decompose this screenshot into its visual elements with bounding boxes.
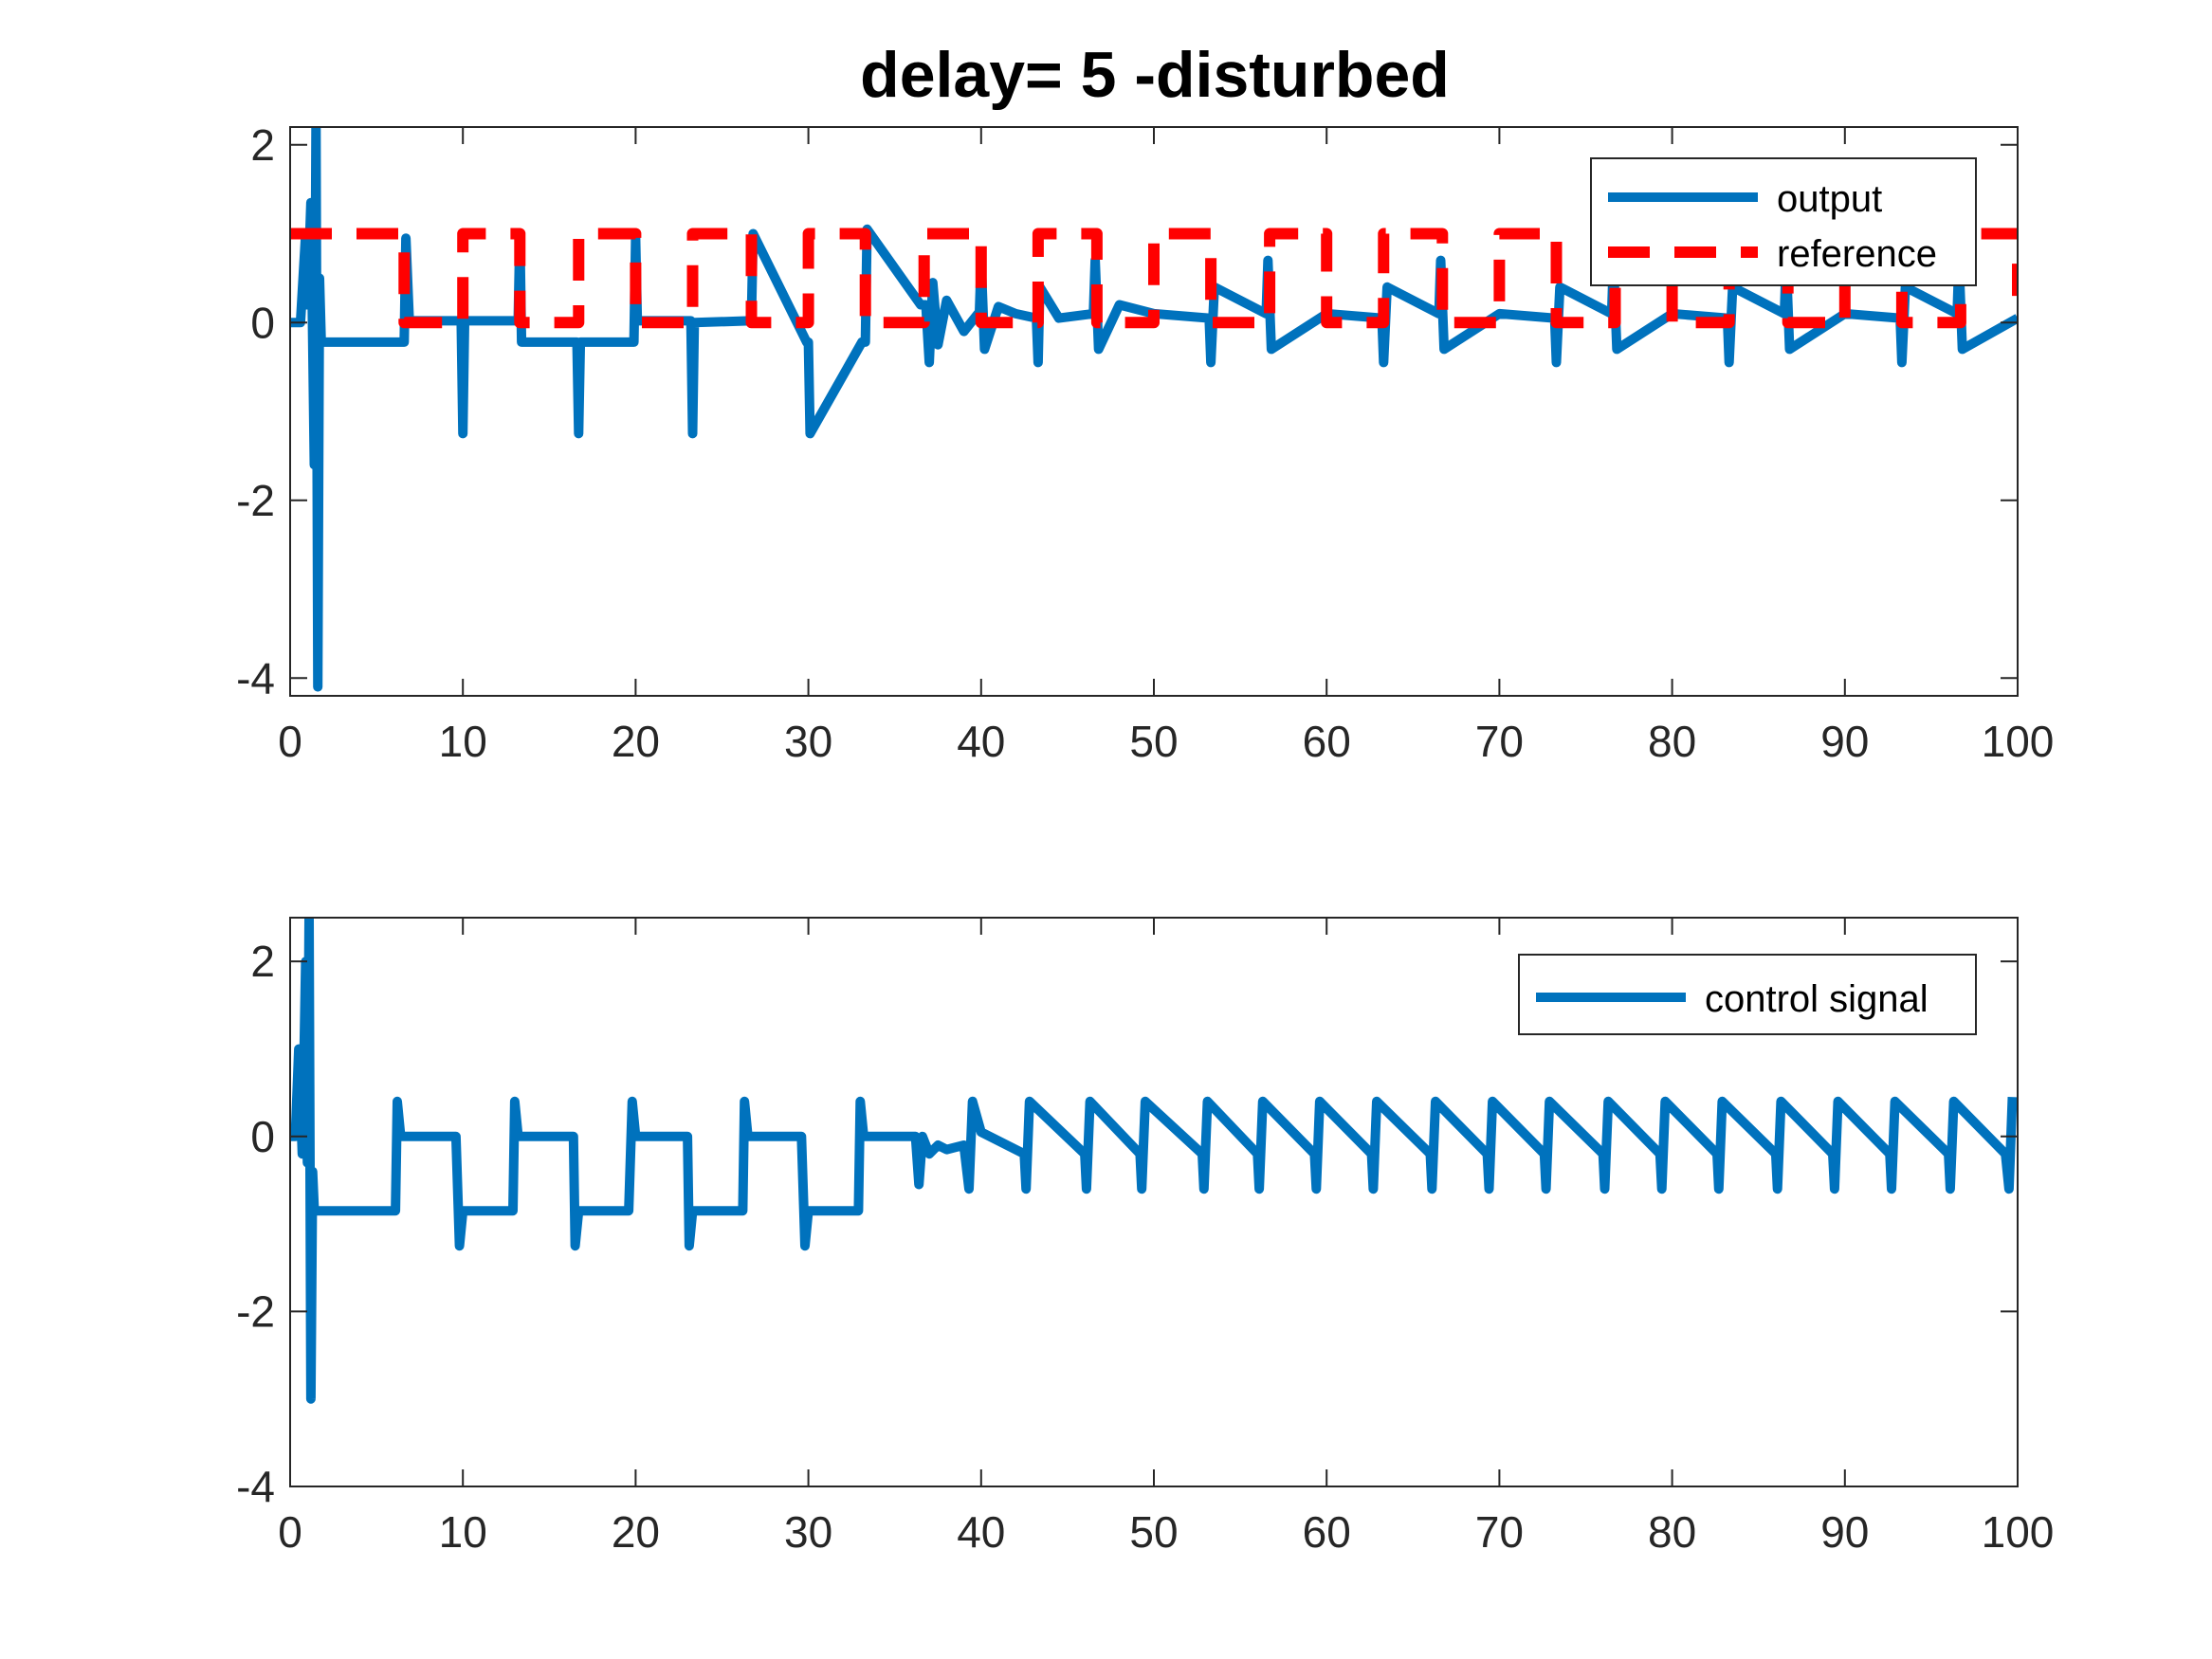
legend-box bbox=[1590, 157, 1977, 286]
x-tick-label: 30 bbox=[784, 1507, 832, 1557]
x-tick-label: 70 bbox=[1475, 717, 1524, 766]
x-tick-label: 20 bbox=[612, 717, 660, 766]
x-tick-label: 80 bbox=[1648, 717, 1696, 766]
legend-label: reference bbox=[1777, 233, 1937, 275]
y-tick-label: 2 bbox=[250, 120, 275, 170]
series-group bbox=[290, 918, 2018, 1404]
y-tick-label: 0 bbox=[250, 1112, 275, 1161]
legend-label: output bbox=[1777, 178, 1882, 220]
x-tick-label: 50 bbox=[1129, 1507, 1178, 1557]
series-line-control-signal bbox=[290, 918, 2018, 1404]
y-tick-label: -4 bbox=[236, 1462, 275, 1511]
x-tick-label: 90 bbox=[1820, 717, 1869, 766]
x-tick-label: 20 bbox=[612, 1507, 660, 1557]
legend: control signal bbox=[1518, 954, 1977, 1035]
x-tick-label: 90 bbox=[1820, 1507, 1869, 1557]
x-tick-label: 30 bbox=[784, 717, 832, 766]
x-tick-label: 100 bbox=[1982, 717, 2055, 766]
y-tick-label: -2 bbox=[236, 1286, 275, 1336]
x-tick-label: 0 bbox=[278, 1507, 302, 1557]
control-signal-plot: 0 10 20 30 40 50 60 70 80 90 100 -4 -2 0 2 control sign… bbox=[236, 917, 2055, 1557]
y-tick-label: -2 bbox=[236, 476, 275, 525]
output-plot: 0 10 20 30 40 50 60 70 80 90 100 -4 -2 0 2 output refere… bbox=[236, 120, 2054, 766]
x-tick-label: 10 bbox=[439, 717, 487, 766]
y-tick-label: 2 bbox=[250, 937, 275, 986]
x-tick-label: 0 bbox=[278, 717, 302, 766]
figure-title: delay= 5 -disturbed bbox=[860, 39, 1450, 111]
x-tick-label: 80 bbox=[1648, 1507, 1696, 1557]
x-tick-label: 50 bbox=[1129, 717, 1178, 766]
x-tick-label: 100 bbox=[1982, 1507, 2055, 1557]
x-tick-label: 60 bbox=[1303, 717, 1351, 766]
y-tick-label: 0 bbox=[250, 298, 275, 347]
x-tick-label: 40 bbox=[957, 717, 1005, 766]
x-tick-label: 70 bbox=[1475, 1507, 1524, 1557]
legend-label: control signal bbox=[1705, 978, 1929, 1020]
x-tick-label: 10 bbox=[439, 1507, 487, 1557]
legend: output reference bbox=[1590, 157, 1977, 286]
x-tick-label: 40 bbox=[957, 1507, 1005, 1557]
y-tick-label: -4 bbox=[236, 653, 275, 702]
x-tick-label: 60 bbox=[1303, 1507, 1351, 1557]
